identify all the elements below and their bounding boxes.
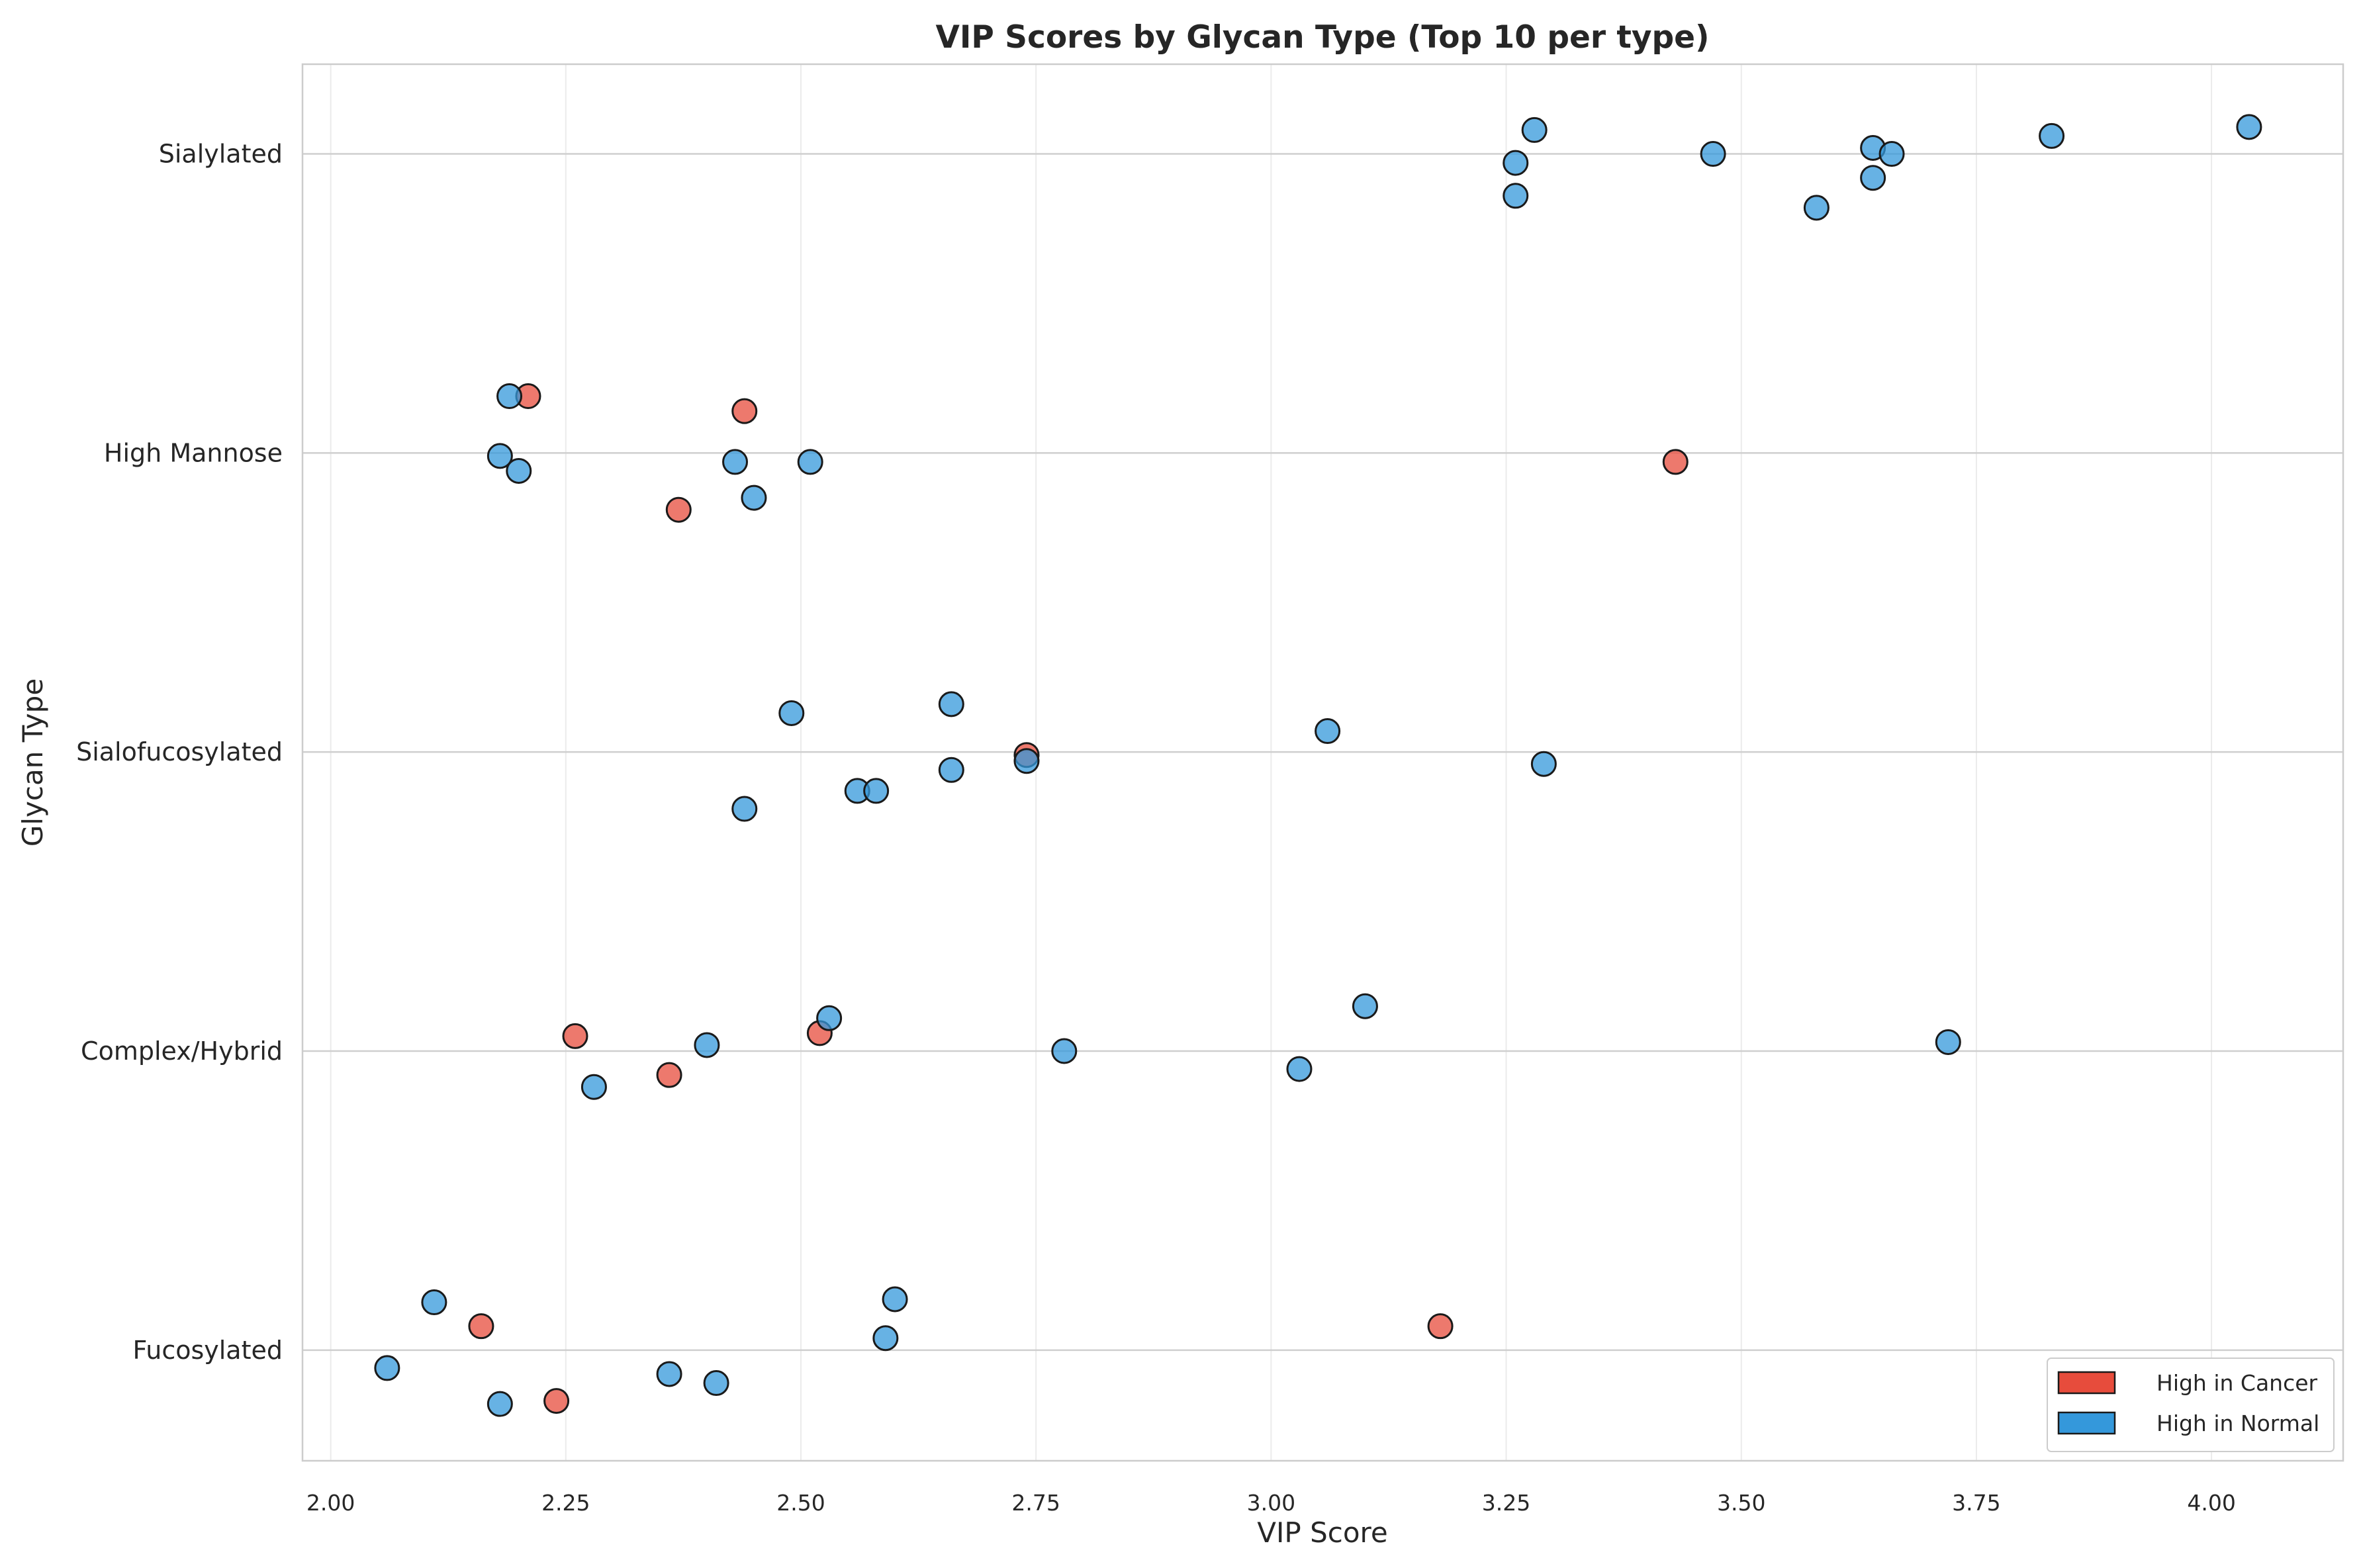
y-tick-label-fucosylated: Fucosylated xyxy=(132,1336,283,1365)
data-point-high-in-normal xyxy=(1051,1038,1078,1064)
data-point-high-in-normal xyxy=(778,700,805,726)
data-point-high-in-normal xyxy=(872,1325,899,1352)
x-tick-label: 3.75 xyxy=(1952,1490,2000,1516)
x-tick-label: 3.50 xyxy=(1717,1490,1765,1516)
data-point-high-in-cancer xyxy=(665,496,692,523)
y-tick-label-sialylated: Sialylated xyxy=(159,140,283,169)
data-point-high-in-normal xyxy=(816,1005,843,1031)
legend-label-high-in-cancer: High in Cancer xyxy=(2156,1370,2318,1396)
y-tick-labels: Fucosylated Complex/Hybrid Sialofucosylate… xyxy=(76,140,283,1365)
grid xyxy=(302,64,2343,1461)
data-point-high-in-normal xyxy=(703,1370,729,1397)
legend-swatch-high-in-cancer xyxy=(2057,1371,2116,1395)
legend-swatch-high-in-normal xyxy=(2057,1411,2116,1435)
data-point-high-in-normal xyxy=(506,457,532,484)
x-tick-label: 2.00 xyxy=(306,1490,355,1516)
legend-frame xyxy=(2047,1358,2335,1452)
data-point-high-in-cancer xyxy=(562,1023,588,1049)
data-point-high-in-normal xyxy=(374,1355,400,1381)
y-axis-label: Glycan Type xyxy=(17,678,49,847)
data-point-high-in-normal xyxy=(1860,165,1886,191)
data-point-high-in-normal xyxy=(694,1032,720,1058)
plot-frame xyxy=(301,63,2344,1462)
x-tick-label: 4.00 xyxy=(2187,1490,2235,1516)
data-point-high-in-normal xyxy=(797,449,823,475)
data-point-high-in-cancer xyxy=(731,398,758,424)
data-point-high-in-cancer xyxy=(656,1062,682,1088)
data-point-high-in-normal xyxy=(1803,195,1830,221)
data-point-high-in-cancer xyxy=(543,1388,570,1414)
chart-title: VIP Scores by Glycan Type (Top 10 per ty… xyxy=(936,19,1710,56)
scatter-points xyxy=(374,114,2262,1417)
data-point-high-in-normal xyxy=(1935,1029,1961,1055)
data-point-high-in-normal xyxy=(1503,183,1529,209)
y-tick-label-complex-hybrid: Complex/Hybrid xyxy=(81,1037,283,1066)
data-point-high-in-normal xyxy=(863,778,890,804)
y-tick-label-high-mannose: High Mannose xyxy=(104,438,283,467)
data-point-high-in-normal xyxy=(496,383,523,410)
data-point-high-in-normal xyxy=(2039,122,2065,149)
data-point-high-in-normal xyxy=(1530,751,1557,777)
data-point-high-in-cancer xyxy=(468,1313,494,1340)
data-point-high-in-normal xyxy=(1315,718,1341,745)
data-point-high-in-cancer xyxy=(1662,449,1689,475)
x-axis-label: VIP Score xyxy=(1257,1516,1387,1549)
data-point-high-in-normal xyxy=(1503,150,1529,176)
data-point-high-in-normal xyxy=(722,449,749,475)
x-tick-label: 2.50 xyxy=(776,1490,825,1516)
data-point-high-in-normal xyxy=(656,1361,682,1387)
data-point-high-in-normal xyxy=(731,796,758,822)
data-point-high-in-normal xyxy=(938,691,964,717)
data-point-high-in-normal xyxy=(1878,141,1905,167)
data-point-high-in-normal xyxy=(938,757,964,783)
legend-label-high-in-normal: High in Normal xyxy=(2156,1410,2319,1436)
data-point-high-in-normal xyxy=(882,1286,908,1313)
data-point-high-in-normal xyxy=(1700,141,1726,167)
data-point-high-in-normal xyxy=(2236,114,2262,140)
data-point-high-in-normal xyxy=(580,1074,607,1100)
data-point-high-in-normal xyxy=(486,1391,513,1417)
legend: High in Cancer High in Normal xyxy=(2047,1358,2335,1452)
data-point-high-in-normal xyxy=(421,1289,447,1316)
data-point-high-in-normal xyxy=(1352,993,1378,1019)
x-tick-label: 3.25 xyxy=(1482,1490,1530,1516)
x-tick-label: 3.00 xyxy=(1247,1490,1295,1516)
data-point-high-in-normal xyxy=(741,484,767,511)
data-point-high-in-cancer xyxy=(1427,1313,1454,1340)
data-point-high-in-normal xyxy=(1521,116,1548,143)
x-tick-labels: 2.00 2.25 2.50 2.75 3.00 3.25 3.50 3.75 4.00 xyxy=(306,1490,2236,1516)
data-point-high-in-normal xyxy=(1013,748,1040,774)
x-tick-label: 2.25 xyxy=(541,1490,590,1516)
x-tick-label: 2.75 xyxy=(1011,1490,1060,1516)
y-tick-label-sialofucosylated: Sialofucosylated xyxy=(76,737,283,766)
data-point-high-in-normal xyxy=(486,443,513,469)
data-point-high-in-normal xyxy=(1286,1056,1313,1082)
